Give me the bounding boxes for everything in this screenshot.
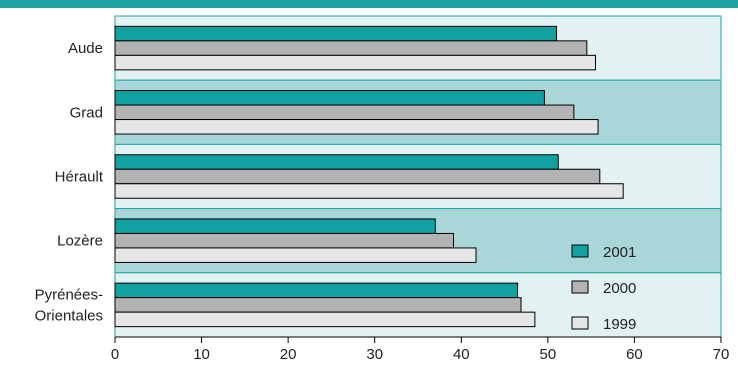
bar-2001-1 bbox=[114, 25, 558, 42]
top-color-band bbox=[0, 0, 738, 8]
x-axis: 0 10 20 30 40 50 60 70 bbox=[111, 336, 730, 363]
bar-2000-1 bbox=[114, 40, 588, 56]
category-label-5-line-2: Orientales bbox=[35, 307, 103, 324]
category-label-2: Grad bbox=[70, 104, 103, 121]
bar-2000-3 bbox=[114, 168, 601, 185]
legend-swatch-2001 bbox=[571, 244, 589, 258]
x-tick-label-50: 50 bbox=[540, 346, 557, 363]
legend-label-2001: 2001 bbox=[603, 244, 636, 261]
bar-1999-1 bbox=[114, 54, 596, 71]
x-tick-label-30: 30 bbox=[366, 346, 383, 363]
bar-2000-5 bbox=[114, 297, 522, 313]
x-tick-label-0: 0 bbox=[111, 346, 119, 363]
legend-label-1999: 1999 bbox=[603, 316, 636, 333]
x-tick-label-40: 40 bbox=[453, 346, 470, 363]
legend-swatch-2000 bbox=[571, 280, 589, 294]
x-tick-label-10: 10 bbox=[193, 346, 210, 363]
category-label-1: Aude bbox=[68, 40, 103, 57]
legend-swatch-1999 bbox=[571, 316, 589, 330]
bar-1999-4 bbox=[114, 247, 477, 263]
bar-2000-2 bbox=[114, 104, 575, 121]
bar-2000-4 bbox=[114, 232, 454, 249]
category-label-4: Lozère bbox=[57, 233, 103, 250]
bar-1999-3 bbox=[114, 183, 624, 199]
bar-2001-2 bbox=[114, 90, 545, 106]
bar-2001-3 bbox=[114, 154, 559, 170]
bar-2001-5 bbox=[114, 282, 519, 299]
legend-label-2000: 2000 bbox=[603, 280, 636, 297]
bar-1999-2 bbox=[114, 119, 599, 135]
x-tick-label-60: 60 bbox=[626, 346, 643, 363]
x-tick-label-20: 20 bbox=[280, 346, 297, 363]
legend: 2001 2000 1999 bbox=[571, 244, 636, 333]
bar-2001-4 bbox=[114, 218, 436, 234]
x-tick-label-70: 70 bbox=[713, 346, 730, 363]
category-label-3: Hérault bbox=[55, 169, 104, 186]
bar-1999-5 bbox=[114, 311, 536, 328]
bars bbox=[114, 25, 624, 328]
category-labels: Aude Grad Hérault Lozère Pyrénées- Orientales bbox=[35, 40, 104, 324]
category-label-5-line-1: Pyrénées- bbox=[35, 286, 103, 303]
